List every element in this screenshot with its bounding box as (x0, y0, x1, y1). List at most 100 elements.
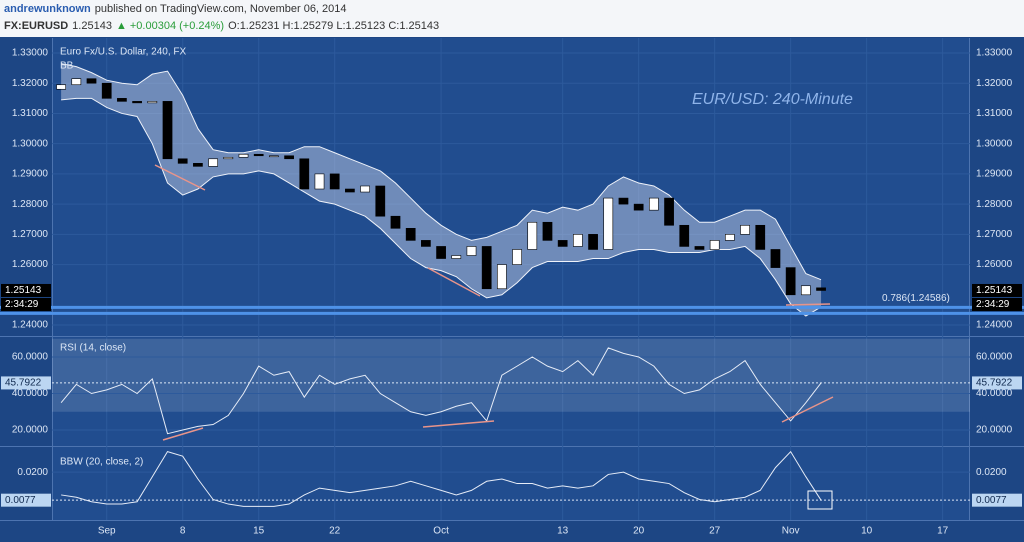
y-tick-label: 1.29000 (12, 169, 49, 180)
x-tick-label: Nov (782, 526, 800, 537)
band-fill (61, 63, 822, 316)
value-tag-label: 0.0077 (5, 495, 36, 506)
value-tag-label: 2:34:29 (5, 299, 39, 310)
price: 1.25143 (72, 20, 112, 32)
y-tick-label: 0.0200 (976, 467, 1007, 478)
indicator-line (60, 347, 822, 435)
value-tag-label: 45.7922 (976, 378, 1013, 389)
x-tick-label: 15 (253, 526, 265, 537)
value-tag (1, 297, 51, 311)
header: andrewunknown published on TradingView.co… (0, 0, 1024, 37)
candle (345, 188, 355, 193)
y-tick-label: 1.24000 (976, 320, 1013, 331)
candle (542, 221, 553, 241)
y-tick-label: 1.28000 (12, 199, 49, 210)
candle (86, 78, 97, 84)
candle (71, 78, 82, 86)
candle (785, 267, 796, 296)
y-tick-label: 1.30000 (976, 138, 1013, 149)
y-tick-label: 1.26000 (12, 259, 49, 270)
candle (329, 173, 340, 190)
candle (360, 185, 370, 193)
candle (481, 246, 492, 290)
candle (694, 246, 705, 250)
candle (101, 82, 112, 99)
x-tick-label: 22 (329, 526, 341, 537)
candle (588, 234, 598, 250)
value-tag-label: 0.0077 (976, 495, 1007, 506)
y-tick-label: 1.30000 (12, 138, 49, 149)
pane-title: BBW (20, close, 2) (60, 457, 143, 468)
candle (421, 240, 431, 247)
value-tag (972, 283, 1022, 297)
candle (725, 234, 735, 241)
value-tag-label: 2:34:29 (976, 299, 1010, 310)
candle (436, 246, 446, 259)
candle (375, 185, 386, 217)
candle (740, 224, 750, 235)
y-tick-label: 1.31000 (976, 108, 1013, 119)
header-line: FX:EURUSD 1.25143 ▲ +0.00304 (+0.24%) O:1.2… (4, 20, 443, 32)
x-tick-label: 10 (861, 526, 873, 537)
y-tick-label: 60.0000 (976, 352, 1013, 363)
y-tick-label: 1.28000 (976, 199, 1013, 210)
highlight-box (807, 490, 833, 510)
trend-line (154, 164, 206, 191)
value-tag (972, 297, 1022, 311)
x-tick-label: 20 (633, 526, 645, 537)
candle (633, 203, 644, 211)
candle (603, 197, 614, 250)
candle (56, 84, 66, 90)
indicator-line (61, 450, 822, 507)
candle (299, 158, 310, 190)
x-tick-label: 8 (180, 526, 186, 537)
trend-line (781, 396, 834, 423)
bollinger-line (61, 97, 822, 317)
y-tick-label: 40.0000 (976, 388, 1013, 399)
candle (238, 153, 249, 158)
y-tick-label: 1.24000 (12, 320, 49, 331)
value-tag-label: 45.7922 (5, 378, 42, 389)
candle (193, 163, 203, 167)
candle (405, 228, 416, 241)
candle (649, 197, 659, 211)
candle (132, 101, 142, 104)
x-tick-label: Oct (433, 526, 449, 537)
candle (117, 98, 127, 102)
trend-line (422, 420, 495, 428)
candle (314, 173, 325, 190)
value-tag (1, 376, 51, 390)
y-tick-label: 1.26000 (976, 259, 1013, 270)
published: published on TradingView.com, November 0… (94, 3, 347, 15)
candle (208, 158, 218, 167)
symbol[interactable]: FX:EURUSD (4, 20, 69, 32)
candle (679, 224, 690, 247)
candle (162, 101, 173, 160)
indicator-label: BB (60, 61, 74, 72)
trend-line (162, 427, 204, 441)
y-tick-label: 1.32000 (976, 78, 1013, 89)
plot-area (52, 38, 970, 520)
candle (816, 287, 826, 291)
candle (466, 246, 477, 256)
author[interactable]: andrewunknown (4, 3, 91, 15)
candle (557, 240, 568, 247)
candle (497, 264, 507, 290)
bollinger-line (61, 63, 822, 281)
y-tick-label: 20.0000 (976, 425, 1013, 436)
pane-title: Euro Fx/U.S. Dollar, 240, FX (60, 47, 186, 58)
candle (512, 249, 522, 265)
y-tick-label: 1.33000 (12, 48, 49, 59)
x-tick-label: Sep (98, 526, 116, 537)
y-tick-label: 1.27000 (12, 229, 49, 240)
y-tick-label: 1.27000 (976, 229, 1013, 240)
candle (800, 285, 811, 296)
y-tick-label: 1.33000 (976, 48, 1013, 59)
value-tag-label: 1.25143 (5, 285, 42, 296)
x-tick-label: 13 (557, 526, 569, 537)
plot-layer: Sep 8 15 22 Oct 13 20 27 Nov 10 17 1.24000 1.24000 1.… (0, 38, 1024, 537)
change: ▲ +0.00304 (+0.24%) (115, 20, 225, 32)
y-tick-label: 0.0200 (17, 467, 48, 478)
